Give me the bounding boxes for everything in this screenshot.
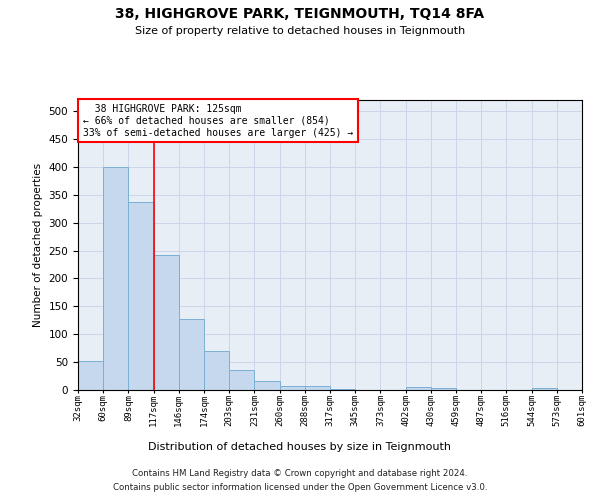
Bar: [532, 388, 557, 390]
Text: Contains public sector information licensed under the Open Government Licence v3: Contains public sector information licen…: [113, 484, 487, 492]
Bar: [78, 361, 103, 390]
Bar: [154, 255, 179, 390]
Bar: [103, 167, 128, 390]
Bar: [305, 386, 330, 390]
Text: Distribution of detached houses by size in Teignmouth: Distribution of detached houses by size …: [149, 442, 452, 452]
Text: Contains HM Land Registry data © Crown copyright and database right 2024.: Contains HM Land Registry data © Crown c…: [132, 468, 468, 477]
Bar: [204, 351, 229, 390]
Text: 38 HIGHGROVE PARK: 125sqm
← 66% of detached houses are smaller (854)
33% of semi: 38 HIGHGROVE PARK: 125sqm ← 66% of detac…: [83, 104, 353, 138]
Bar: [254, 381, 280, 390]
Text: 38, HIGHGROVE PARK, TEIGNMOUTH, TQ14 8FA: 38, HIGHGROVE PARK, TEIGNMOUTH, TQ14 8FA: [115, 8, 485, 22]
Bar: [280, 386, 305, 390]
Text: Size of property relative to detached houses in Teignmouth: Size of property relative to detached ho…: [135, 26, 465, 36]
Bar: [179, 318, 204, 390]
Bar: [229, 370, 254, 390]
Bar: [431, 388, 456, 390]
Bar: [406, 386, 431, 390]
Bar: [128, 202, 154, 390]
Y-axis label: Number of detached properties: Number of detached properties: [33, 163, 43, 327]
